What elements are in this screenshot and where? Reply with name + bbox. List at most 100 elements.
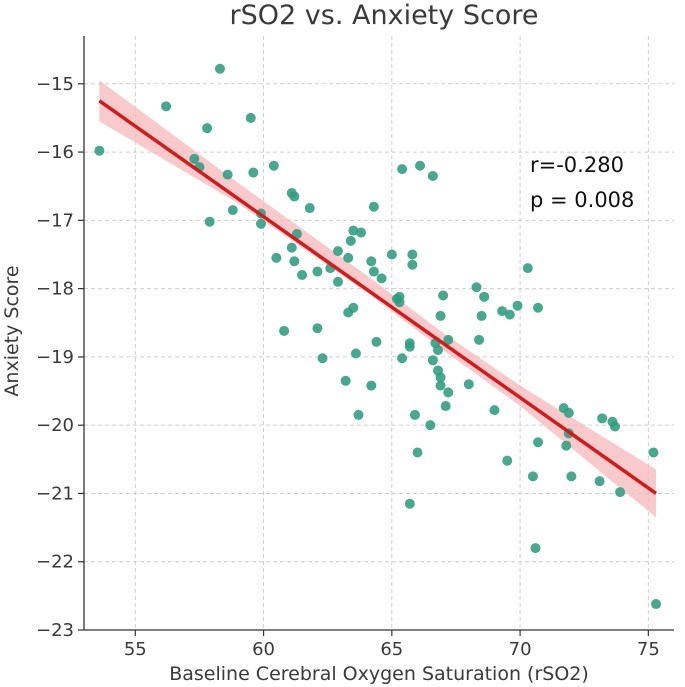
- y-tick-label: −15: [36, 74, 74, 95]
- data-point: [412, 447, 423, 458]
- data-point: [271, 252, 282, 263]
- data-point: [404, 338, 415, 349]
- data-point: [371, 336, 382, 347]
- data-point: [651, 599, 662, 610]
- p-value-annotation: p = 0.008: [530, 188, 634, 212]
- data-point: [353, 409, 364, 420]
- data-point: [304, 203, 315, 214]
- chart-title: rSO2 vs. Anxiety Score: [230, 0, 539, 31]
- data-point: [512, 300, 523, 311]
- y-tick-label: −23: [36, 620, 74, 641]
- data-point: [356, 227, 367, 238]
- data-point: [366, 256, 377, 267]
- data-point: [433, 345, 443, 356]
- data-point: [345, 235, 356, 246]
- data-point: [214, 63, 225, 74]
- data-point: [222, 169, 233, 180]
- y-tick-label: −22: [36, 552, 74, 573]
- data-point: [435, 372, 446, 383]
- data-point: [94, 145, 105, 156]
- data-point: [340, 375, 351, 386]
- data-point: [597, 413, 608, 424]
- data-point: [348, 225, 359, 236]
- data-point: [610, 421, 620, 432]
- data-point: [438, 290, 449, 301]
- data-point: [366, 380, 377, 391]
- data-point: [297, 269, 308, 280]
- data-point: [204, 216, 215, 227]
- data-point: [407, 259, 418, 270]
- data-point: [397, 164, 408, 175]
- y-axis-label: Anxiety Score: [1, 265, 23, 396]
- data-point: [394, 291, 405, 302]
- regression-line-layer: [98, 99, 658, 495]
- data-point: [463, 379, 474, 390]
- data-point: [563, 407, 574, 418]
- data-point: [332, 276, 343, 287]
- regression-line: [98, 99, 658, 495]
- data-point: [594, 476, 605, 487]
- data-point: [648, 447, 659, 458]
- data-point: [332, 246, 343, 257]
- data-point: [566, 471, 577, 482]
- data-point: [504, 309, 515, 320]
- data-point: [348, 302, 359, 313]
- data-point: [530, 543, 541, 554]
- correlation-annotation: r=-0.280: [530, 153, 624, 177]
- data-point: [615, 487, 626, 498]
- data-point: [161, 101, 172, 112]
- data-point: [502, 455, 513, 466]
- data-point: [522, 263, 533, 274]
- data-point: [289, 256, 300, 267]
- data-point: [407, 249, 418, 260]
- data-point: [440, 401, 451, 412]
- data-point: [561, 440, 572, 451]
- data-point: [368, 201, 379, 212]
- data-point: [427, 170, 438, 181]
- data-point: [268, 160, 279, 171]
- data-point: [489, 405, 500, 416]
- data-point: [286, 242, 297, 253]
- data-point: [497, 306, 508, 317]
- data-point: [386, 249, 397, 260]
- data-point: [476, 310, 487, 321]
- data-point: [435, 380, 446, 391]
- data-point: [368, 266, 379, 277]
- data-point: [317, 353, 328, 364]
- data-point: [312, 323, 323, 334]
- y-tick-label: −20: [36, 415, 74, 436]
- data-point: [427, 355, 438, 366]
- data-point: [435, 310, 446, 321]
- data-point: [343, 252, 354, 263]
- y-tick-label: −18: [36, 279, 74, 300]
- gridlines: [84, 36, 674, 631]
- data-point: [312, 266, 323, 277]
- data-point: [397, 353, 408, 364]
- data-points: [94, 63, 662, 610]
- data-point: [443, 334, 454, 345]
- x-tick-label: 75: [637, 639, 660, 660]
- data-point: [415, 160, 426, 171]
- data-point: [533, 437, 544, 448]
- data-point: [376, 273, 387, 284]
- data-point: [245, 112, 256, 123]
- y-tick-label: −17: [36, 210, 74, 231]
- x-tick-label: 60: [252, 639, 275, 660]
- data-point: [279, 325, 290, 336]
- data-point: [289, 191, 300, 202]
- data-point: [404, 498, 415, 509]
- y-tick-label: −21: [36, 483, 74, 504]
- data-point: [474, 334, 485, 345]
- data-point: [471, 282, 482, 293]
- data-point: [533, 302, 544, 313]
- data-point: [527, 471, 538, 482]
- data-point: [425, 420, 436, 431]
- y-axis-ticks: −15 −16 −17 −18 −19 −20 −21 −22 −23: [36, 74, 84, 641]
- data-point: [202, 123, 213, 134]
- y-tick-label: −16: [36, 142, 74, 163]
- data-point: [350, 348, 361, 359]
- data-point: [256, 218, 266, 229]
- x-tick-label: 55: [124, 639, 147, 660]
- data-point: [227, 205, 238, 216]
